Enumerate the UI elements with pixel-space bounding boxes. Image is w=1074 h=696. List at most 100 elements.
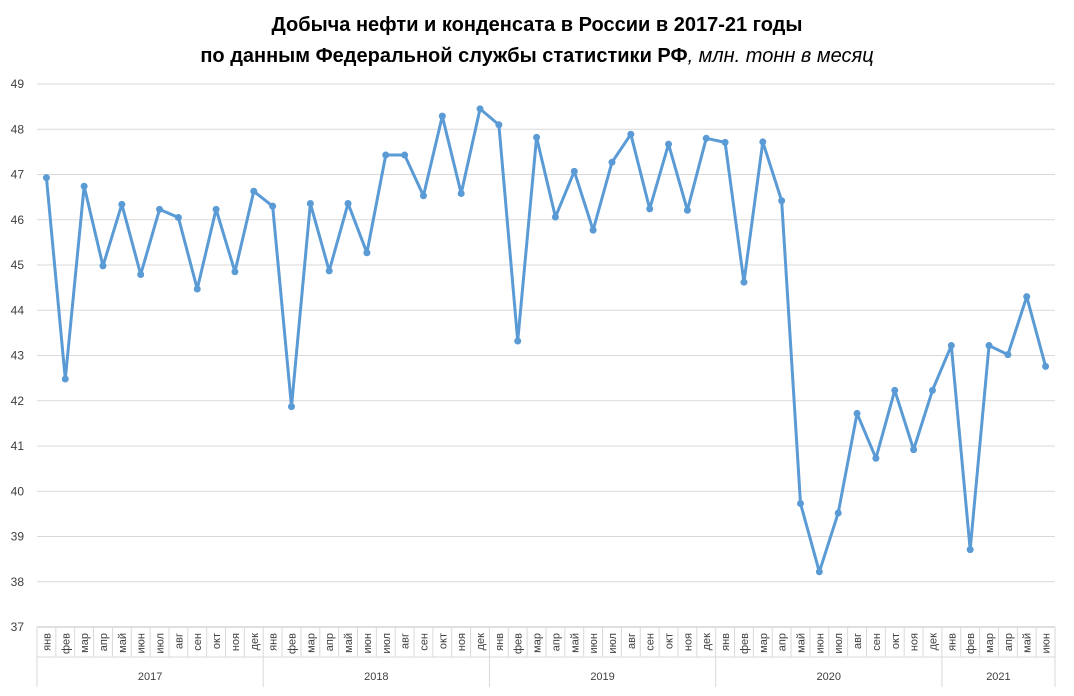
x-tick-label: янв [494, 633, 506, 651]
x-tick-label: авг [400, 633, 412, 649]
data-point [551, 213, 559, 221]
y-tick-label: 45 [11, 258, 25, 272]
x-tick-label: янв [41, 633, 53, 651]
data-point [947, 342, 955, 350]
x-tick-label: мар [79, 633, 91, 653]
y-tick-label: 38 [11, 575, 25, 589]
y-tick-label: 42 [11, 394, 25, 408]
data-point [533, 133, 541, 141]
data-point [910, 446, 918, 454]
chart-title-line1-text: Добыча нефти и конденсата в России в 201… [271, 14, 803, 36]
data-point [193, 285, 201, 293]
data-point [457, 190, 465, 198]
x-tick-label: ноя [230, 633, 242, 651]
x-tick-label: май [796, 633, 808, 653]
data-point [306, 199, 314, 207]
x-tick-label: янв [946, 633, 958, 651]
data-point [325, 267, 333, 275]
data-point [137, 271, 145, 279]
x-tick-label: июн [136, 633, 148, 653]
x-tick-label: июн [362, 633, 374, 653]
data-point [438, 112, 446, 120]
data-point [363, 249, 371, 257]
data-point [269, 202, 277, 210]
x-tick-label: фев [513, 633, 525, 654]
data-point [966, 546, 974, 554]
x-tick-label: апр [550, 633, 562, 651]
x-tick-label: апр [777, 633, 789, 651]
gridlines [37, 83, 1055, 628]
data-point [495, 121, 503, 129]
x-tick-label: июн [814, 633, 826, 653]
x-tick-label: ноя [456, 633, 468, 651]
x-tick-label: дек [475, 633, 487, 651]
data-point [759, 138, 767, 146]
x-tick-label: мар [984, 633, 996, 653]
data-point [514, 337, 522, 345]
x-tick-label: сен [418, 633, 430, 651]
data-point [80, 182, 88, 190]
x-tick-label: дек [701, 633, 713, 651]
year-label: 2017 [138, 671, 162, 683]
data-point [872, 454, 880, 462]
x-tick-label: янв [720, 633, 732, 651]
x-tick-label: апр [1003, 633, 1015, 651]
data-point [740, 278, 748, 286]
data-point [815, 568, 823, 576]
x-tick-label: май [343, 633, 355, 653]
chart-title-unit: , млн. тонн в месяц [687, 45, 874, 67]
x-tick-label: окт [890, 633, 902, 649]
x-tick-label: июн [588, 633, 600, 653]
data-point [288, 403, 295, 411]
data-point [212, 205, 220, 213]
data-point [118, 200, 126, 208]
x-tick-label: дек [249, 633, 261, 651]
chart-title-line1: Добыча нефти и конденсата в России в 201… [0, 10, 1074, 41]
data-point [1042, 362, 1050, 370]
y-tick-label: 48 [11, 122, 25, 136]
x-tick-label: авг [626, 633, 638, 649]
data-point [797, 499, 804, 507]
y-tick-label: 40 [11, 484, 25, 498]
y-tick-label: 47 [11, 168, 25, 182]
x-tick-label: июн [1041, 633, 1053, 653]
x-tick-label: фев [739, 633, 751, 654]
x-tick-label: июл [381, 633, 393, 654]
data-point [231, 268, 239, 276]
y-tick-label: 37 [11, 620, 25, 634]
data-point [401, 151, 409, 159]
year-label: 2018 [364, 671, 388, 683]
data-point [99, 262, 107, 270]
x-tick-label: апр [324, 633, 336, 651]
x-tick-label: май [569, 633, 581, 653]
y-tick-label: 43 [11, 349, 25, 363]
data-point [1023, 293, 1031, 301]
data-point [250, 187, 258, 195]
y-tick-label: 39 [11, 530, 25, 544]
x-tick-label: июл [607, 633, 619, 654]
data-point [570, 167, 578, 175]
data-point [344, 199, 352, 207]
x-tick-label: окт [211, 633, 223, 649]
x-tick-label: сен [192, 633, 204, 651]
y-tick-label: 41 [11, 439, 25, 453]
series-line [44, 107, 1048, 574]
data-point [382, 151, 390, 159]
x-tick-label: окт [437, 633, 449, 649]
data-point [683, 206, 691, 214]
data-point [853, 409, 861, 417]
y-tick-label: 49 [11, 77, 25, 91]
x-tick-label: фев [287, 633, 299, 654]
data-point [156, 205, 164, 213]
x-tick-label: мар [305, 633, 317, 653]
x-tick-label: сен [645, 633, 657, 651]
x-tick-label: фев [965, 633, 977, 654]
data-point [627, 130, 635, 138]
data-point [174, 213, 182, 221]
data-point [608, 158, 616, 166]
x-tick-label: июл [155, 633, 167, 654]
data-point [665, 140, 673, 148]
year-label: 2019 [590, 671, 614, 683]
x-tick-label: авг [173, 633, 185, 649]
